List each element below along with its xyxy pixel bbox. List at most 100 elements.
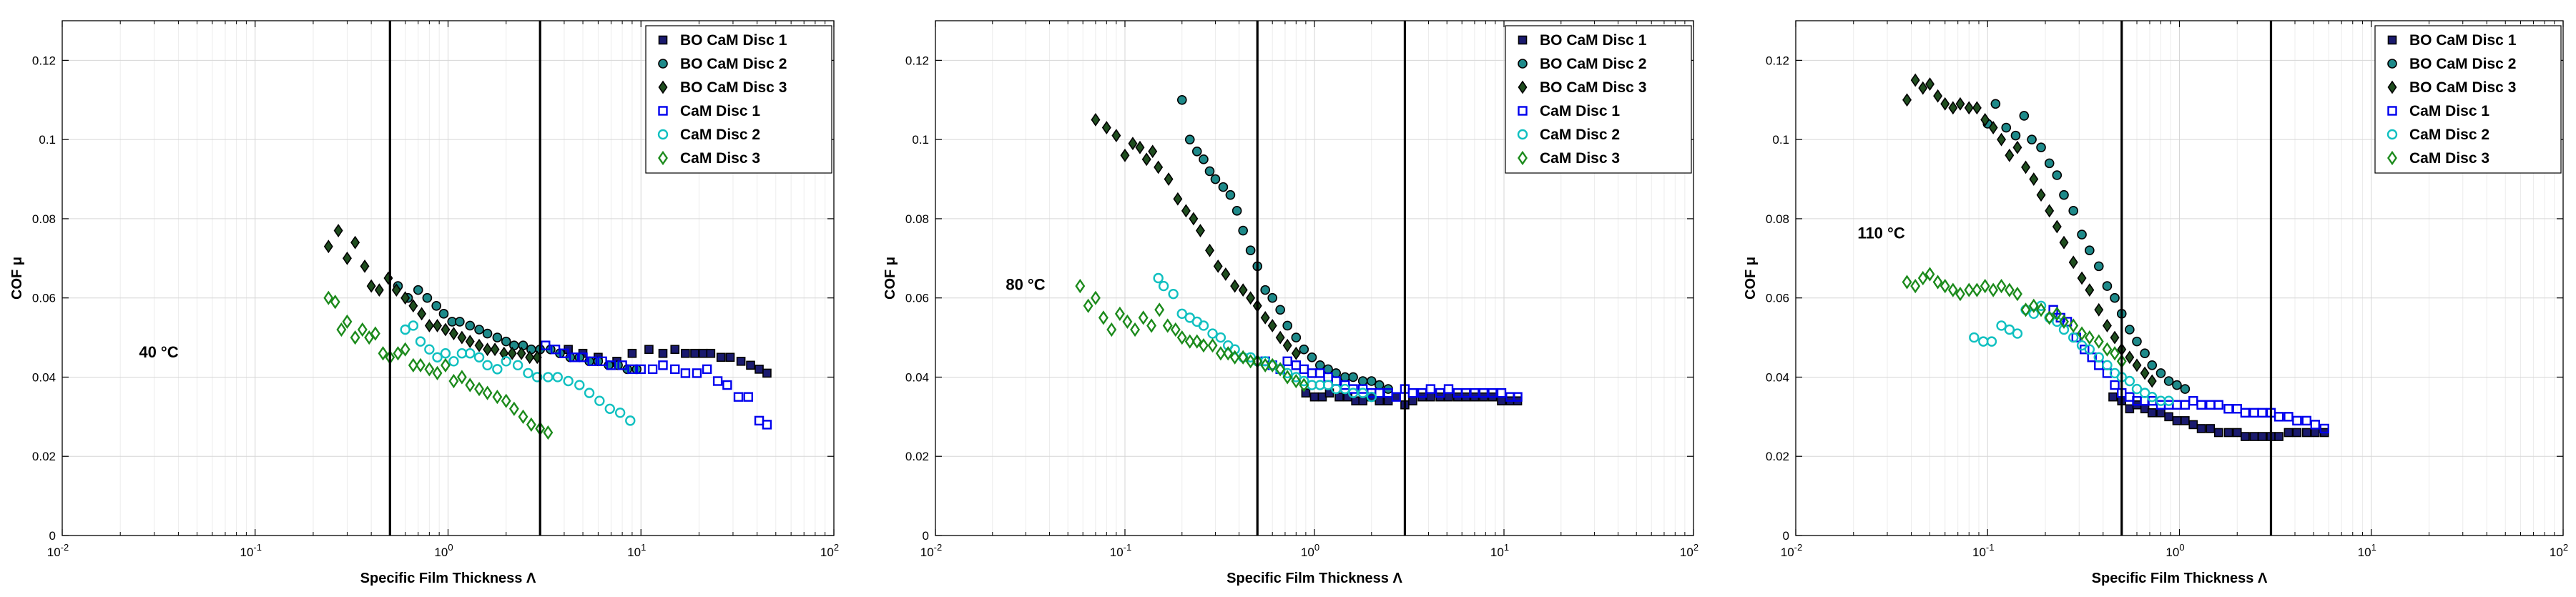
data-point (1357, 376, 1368, 386)
data-point (1444, 392, 1453, 402)
x-tick-label: 101 (2358, 542, 2376, 559)
data-point (448, 373, 459, 389)
temperature-annotation: 80 °C (1006, 276, 1045, 294)
data-point (1307, 352, 1317, 362)
x-tick-label: 100 (2165, 542, 2184, 559)
data-point (1366, 391, 1377, 403)
data-point (465, 378, 476, 393)
data-point (625, 415, 636, 426)
data-point (492, 390, 503, 405)
data-point (1997, 132, 2007, 147)
data-point (323, 290, 334, 305)
data-point (2044, 310, 2055, 325)
data-point (2125, 325, 2135, 335)
data-point (1181, 204, 1191, 218)
y-axis-label: COF μ (9, 257, 25, 300)
data-point (1275, 330, 1285, 345)
series-bo-cam-disc-1 (2108, 392, 2329, 441)
data-point (370, 326, 380, 341)
data-point (417, 307, 427, 321)
data-point (2240, 408, 2251, 418)
data-point (1374, 380, 1385, 390)
data-point (587, 356, 598, 367)
data-point (1148, 144, 1158, 159)
data-point (1972, 101, 1982, 115)
data-point (2004, 324, 2015, 335)
series-cam-disc-3 (1902, 267, 2127, 369)
legend-marker (1518, 80, 1528, 94)
data-point (2164, 412, 2173, 422)
data-point (438, 309, 449, 319)
data-point (1910, 73, 1920, 87)
data-point (1260, 357, 1271, 372)
data-point (455, 317, 465, 327)
data-point (408, 299, 418, 313)
data-point (1229, 350, 1240, 365)
data-point (1120, 148, 1130, 162)
y-tick-label: 0.06 (905, 292, 929, 305)
data-point (594, 395, 605, 406)
legend-entry: BO CaM Disc 3 (2409, 79, 2516, 96)
series-cam-disc-2 (1969, 300, 2174, 406)
data-point (1972, 282, 1982, 297)
data-point (482, 328, 493, 339)
data-point (746, 360, 755, 370)
data-point (1225, 189, 1236, 200)
data-point (441, 322, 451, 337)
data-point (1955, 97, 1965, 111)
data-point (2084, 330, 2095, 345)
data-point (366, 279, 376, 293)
data-point (1375, 396, 1385, 405)
data-point (1980, 113, 1990, 127)
data-point (440, 348, 451, 359)
data-point (1146, 318, 1157, 333)
legend-entry: CaM Disc 2 (680, 127, 760, 143)
data-point (1170, 322, 1181, 337)
data-point (2131, 383, 2143, 395)
y-tick-label: 0.06 (32, 292, 56, 305)
legend-marker (658, 80, 668, 94)
data-point (670, 364, 680, 375)
data-point (2147, 360, 2158, 370)
data-point (1902, 93, 1912, 107)
x-tick-label: 10-1 (1972, 542, 1994, 559)
legend-marker (658, 35, 668, 45)
data-point (1189, 212, 1199, 226)
data-point (692, 368, 702, 378)
data-point (1213, 259, 1223, 273)
data-point (2147, 408, 2157, 418)
data-point (482, 385, 493, 400)
data-point (2044, 158, 2055, 169)
data-point (1426, 392, 1435, 402)
data-point (400, 291, 411, 305)
temperature-annotation: 110 °C (1857, 225, 1904, 242)
x-tick-label: 100 (434, 542, 453, 559)
data-point (1158, 280, 1169, 292)
data-point (342, 314, 353, 330)
data-point (501, 336, 511, 347)
data-point (1130, 322, 1141, 337)
series-bo-cam-disc-2 (1982, 99, 2191, 394)
data-point (1135, 140, 1145, 154)
data-point (525, 350, 535, 365)
data-point (526, 417, 536, 433)
data-point (2027, 134, 2037, 144)
data-point (1232, 206, 1242, 216)
data-point (2180, 384, 2191, 394)
data-point (1154, 302, 1165, 317)
y-tick-label: 0.04 (905, 370, 929, 384)
data-point (2125, 350, 2135, 365)
data-point (1299, 378, 1309, 393)
data-point (2085, 283, 2095, 297)
data-point (448, 356, 459, 367)
series-cam-disc-1 (541, 340, 772, 430)
data-point (465, 320, 476, 331)
series-cam-disc-2 (400, 320, 636, 426)
legend-marker (1518, 35, 1528, 45)
data-point (336, 322, 347, 337)
data-point (408, 357, 418, 372)
data-point (2147, 374, 2157, 388)
data-point (2058, 324, 2070, 335)
data-point (2213, 400, 2223, 410)
y-axis-label: COF μ (1743, 257, 1759, 300)
